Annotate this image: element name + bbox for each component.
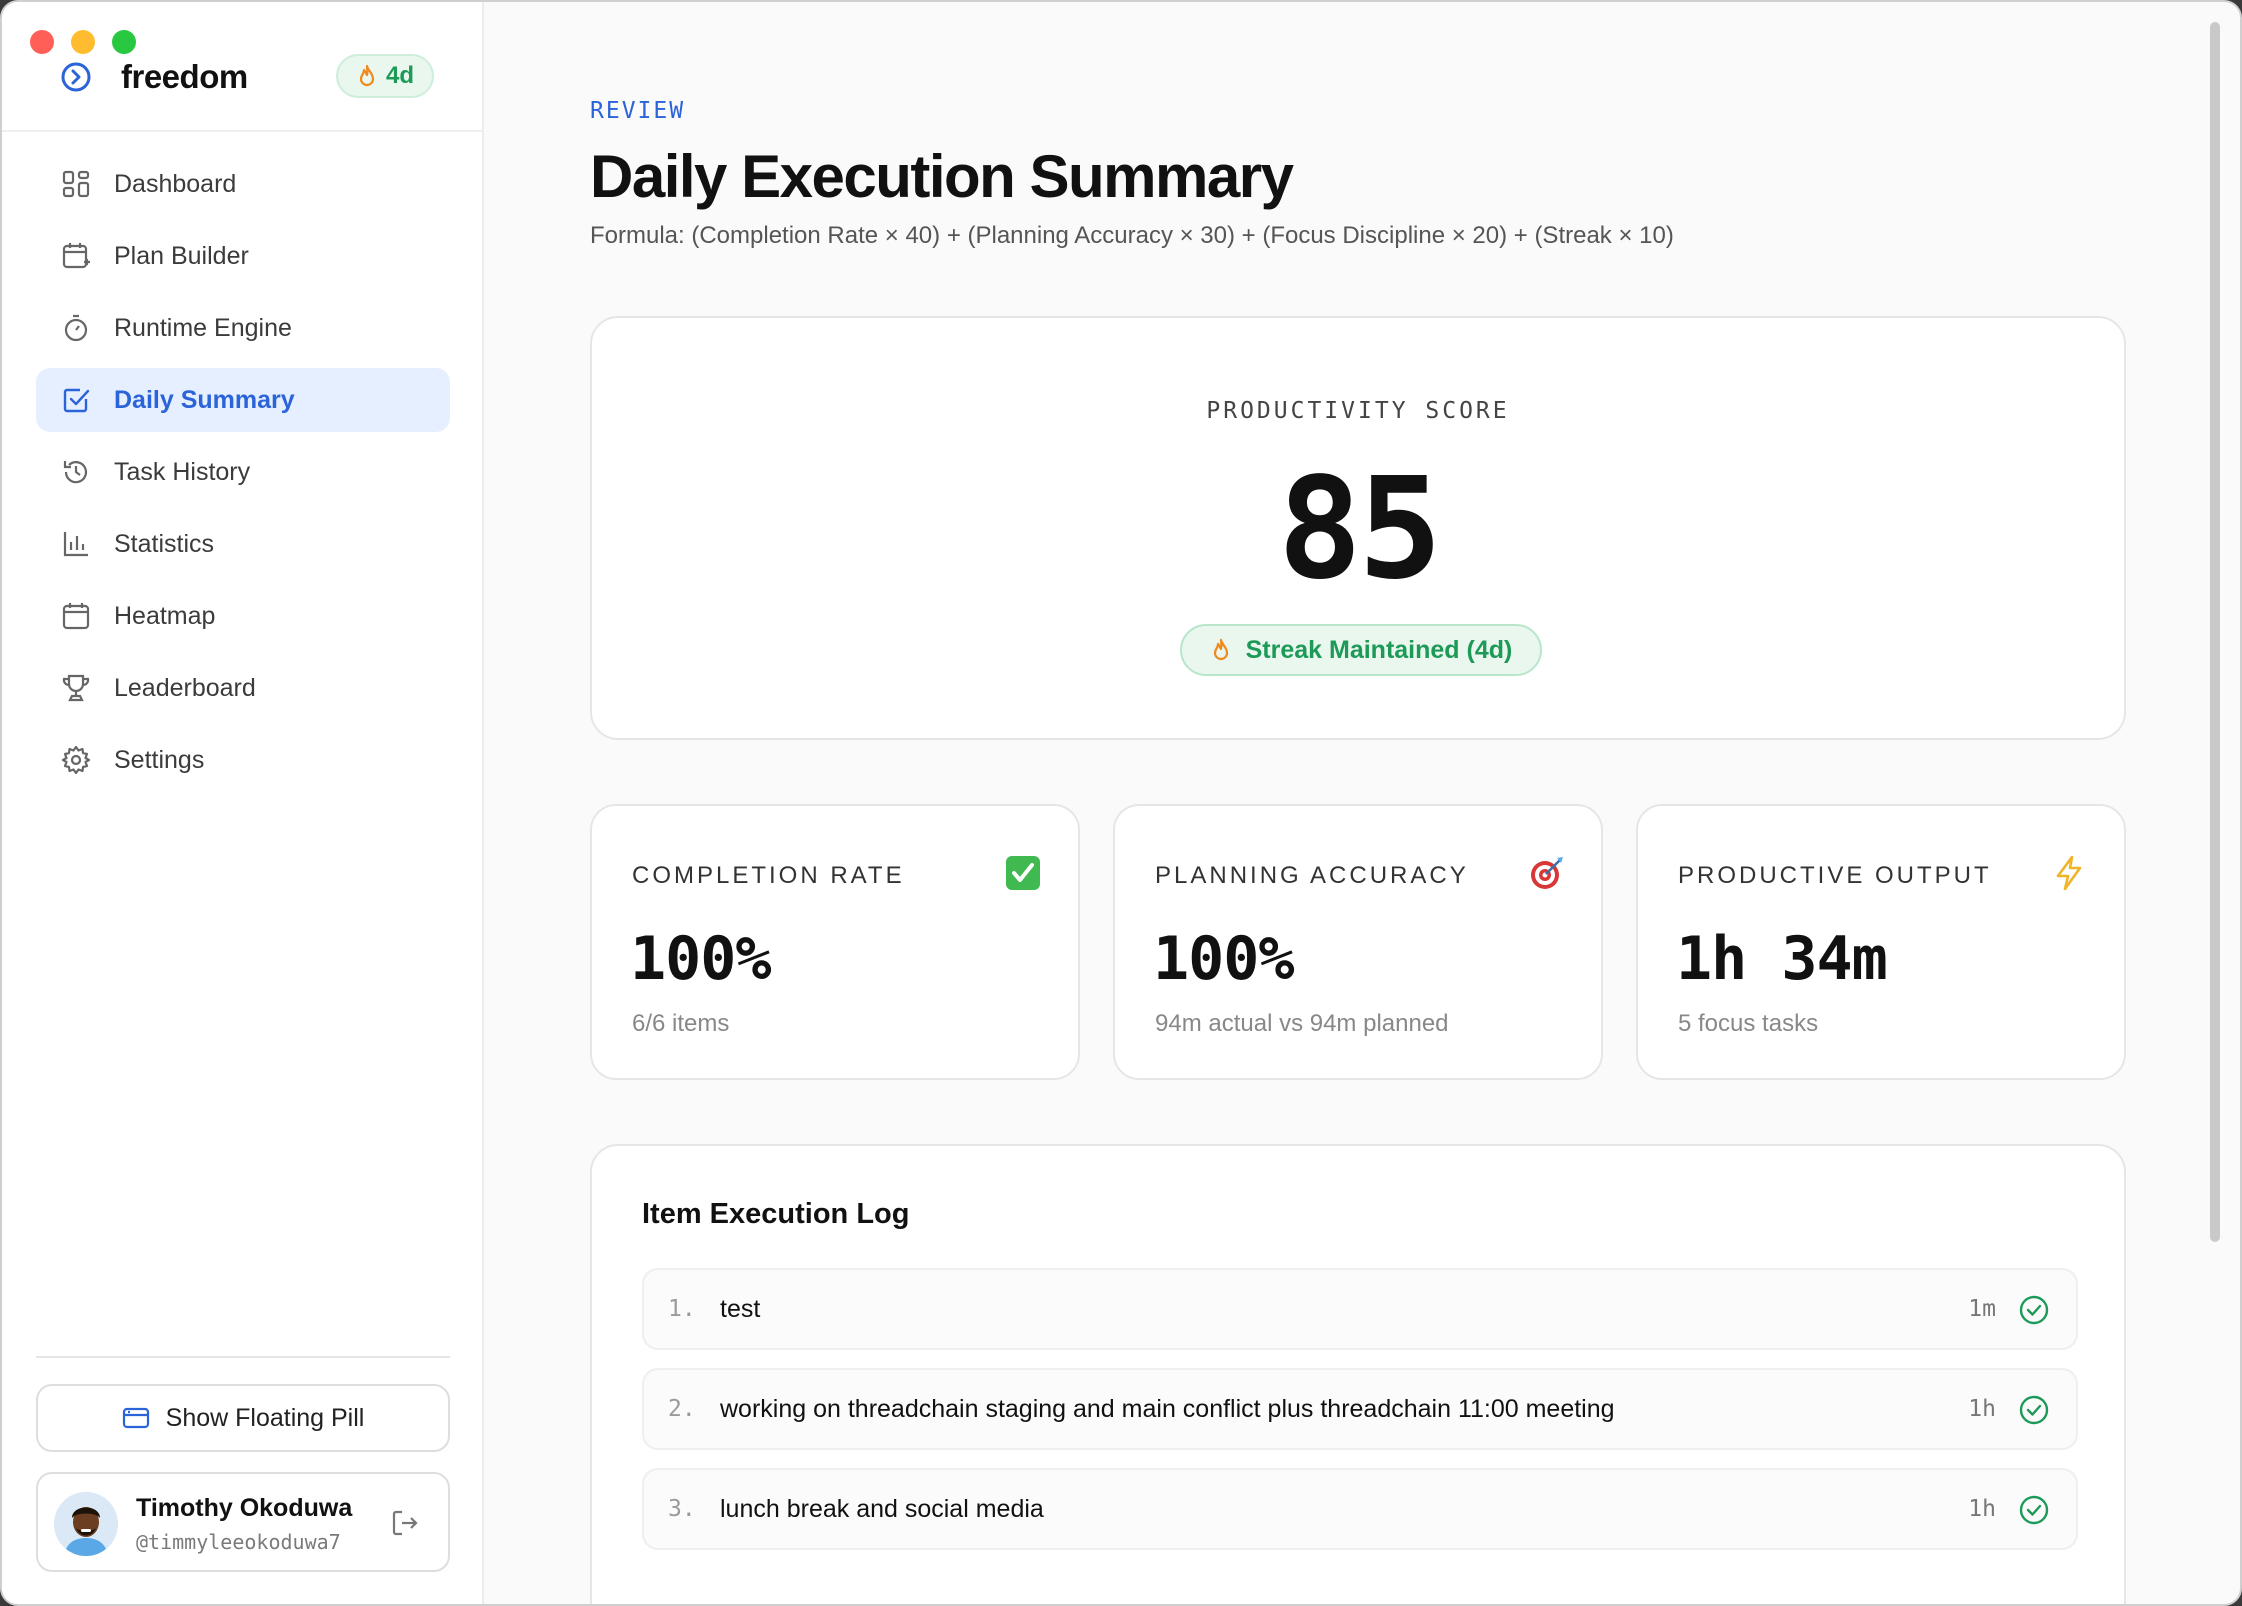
productive-output-card: PRODUCTIVE OUTPUT 1h 34m 5 focus tasks [1636,804,2126,1080]
check-circle-icon [2019,1495,2049,1525]
item-number: 1. [668,1296,696,1322]
flame-icon [359,64,375,87]
sidebar-item-leaderboard[interactable]: Leaderboard [36,656,450,720]
item-execution-log: Item Execution Log 1. test 1m 2. working… [590,1144,2126,1604]
sidebar-item-label: Runtime Engine [114,313,292,342]
zoom-window-button[interactable] [112,30,136,54]
sidebar-item-daily-summary[interactable]: Daily Summary [36,368,450,432]
stat-value: 100% [630,924,771,994]
stat-label: PRODUCTIVE OUTPUT [1678,862,1992,889]
sidebar-item-label: Leaderboard [114,673,256,702]
streak-badge-label: 4d [385,62,414,89]
stat-value: 1h 34m [1676,924,1888,994]
show-floating-pill-label: Show Floating Pill [165,1403,365,1432]
minimize-window-button[interactable] [71,30,95,54]
stat-label: PLANNING ACCURACY [1155,862,1469,889]
streak-status-pill: Streak Maintained (4d) [1180,624,1542,676]
divider [36,1356,450,1358]
list-item[interactable]: 2. working on threadchain staging and ma… [642,1368,2078,1450]
sidebar-item-label: Statistics [114,529,215,558]
list-item[interactable]: 1. test 1m [642,1268,2078,1350]
log-title: Item Execution Log [642,1198,910,1230]
logo-icon [61,62,91,92]
streak-status-text: Streak Maintained (4d) [1245,635,1513,664]
sidebar-item-statistics[interactable]: Statistics [36,512,450,576]
sidebar-item-dashboard[interactable]: Dashboard [36,152,450,216]
sidebar-item-label: Plan Builder [114,241,249,270]
item-duration: 1h [1968,1496,1996,1522]
sidebar-item-label: Daily Summary [114,385,295,414]
brand[interactable]: freedom [59,58,248,96]
sidebar-item-label: Heatmap [114,601,216,630]
sidebar: freedom 4d Dashboard [2,2,484,1604]
avatar [54,1492,118,1556]
item-duration: 1h [1968,1396,1996,1422]
productivity-score-value: 85 [1277,448,1443,611]
trophy-icon [62,674,90,702]
item-number: 2. [668,1396,696,1422]
productivity-score-label: PRODUCTIVITY SCORE [1206,398,1510,424]
list-item[interactable]: 3. lunch break and social media 1h [642,1468,2078,1550]
dashboard-icon [62,170,90,198]
sidebar-item-plan-builder[interactable]: Plan Builder [36,224,450,288]
check-box-icon [1006,856,1040,890]
user-name: Timothy Okoduwa [136,1494,353,1522]
window-icon [122,1407,149,1429]
log-list: 1. test 1m 2. working on threadchain sta… [642,1268,2078,1568]
scrollbar[interactable] [2210,22,2220,1242]
item-text: test [720,1295,761,1323]
user-handle: @timmyleeokoduwa7 [136,1530,341,1554]
checkbox-icon [63,388,90,413]
history-icon [63,461,88,484]
divider [2,130,482,132]
streak-badge: 4d [336,54,434,98]
stat-subtext: 5 focus tasks [1678,1010,1819,1037]
user-profile-card[interactable]: Timothy Okoduwa @timmyleeokoduwa7 [36,1472,450,1572]
check-circle-icon [2019,1295,2049,1325]
sidebar-item-label: Dashboard [114,169,237,198]
sidebar-item-task-history[interactable]: Task History [36,440,450,504]
item-number: 3. [668,1496,696,1522]
sidebar-item-label: Settings [114,745,205,774]
sidebar-item-runtime-engine[interactable]: Runtime Engine [36,296,450,360]
stat-value: 100% [1153,924,1294,994]
stat-subtext: 6/6 items [632,1010,730,1037]
page-title: Daily Execution Summary [590,143,1294,210]
section-kicker: REVIEW [590,98,686,124]
stat-label: COMPLETION RATE [632,862,905,889]
sidebar-item-settings[interactable]: Settings [36,728,450,792]
item-text: working on threadchain staging and main … [720,1395,1615,1423]
score-formula: Formula: (Completion Rate × 40) + (Plann… [590,222,1674,249]
calendar-plus-icon [62,243,90,269]
sidebar-nav: Dashboard Plan Builder Runtime Engine [36,152,450,800]
timer-icon [64,314,88,342]
stat-subtext: 94m actual vs 94m planned [1155,1010,1449,1037]
show-floating-pill-button[interactable]: Show Floating Pill [36,1384,450,1452]
check-circle-icon [2019,1395,2049,1425]
sidebar-item-heatmap[interactable]: Heatmap [36,584,450,648]
app-name: freedom [121,58,248,95]
logout-icon[interactable] [390,1508,420,1538]
gear-icon [61,745,91,775]
sidebar-item-label: Task History [114,457,251,486]
calendar-icon [62,603,90,630]
bar-chart-icon [63,532,88,557]
productivity-score-card: PRODUCTIVITY SCORE 85 Streak Maintained … [590,316,2126,740]
completion-rate-card: COMPLETION RATE 100% 6/6 items [590,804,1080,1080]
main-content: REVIEW Daily Execution Summary Formula: … [486,2,2226,1604]
item-text: lunch break and social media [720,1495,1044,1523]
target-icon [1531,857,1563,889]
lightning-icon [2056,855,2082,891]
flame-icon [1213,638,1228,661]
window-controls [30,30,136,54]
close-window-button[interactable] [30,30,54,54]
item-duration: 1m [1968,1296,1996,1322]
planning-accuracy-card: PLANNING ACCURACY 100% 94m actual vs 94m… [1113,804,1603,1080]
